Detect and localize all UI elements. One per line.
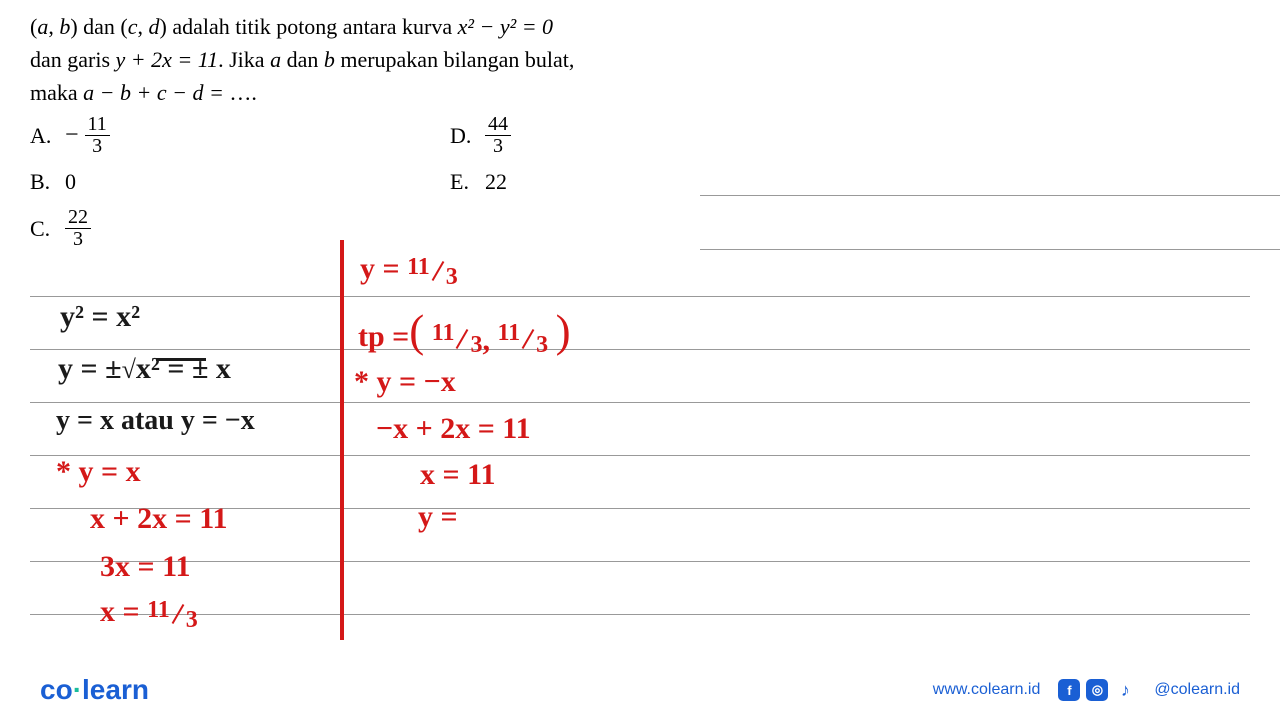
- social-icons: f ◎ ♪: [1058, 679, 1136, 701]
- work-right-5: x = 11: [420, 458, 495, 492]
- work-step-4: * y = x: [56, 455, 141, 489]
- footer-handle: @colearn.id: [1154, 681, 1240, 699]
- footer-url: www.colearn.id: [933, 681, 1041, 699]
- option-a: A. − 11 3: [30, 114, 450, 157]
- tiktok-icon: ♪: [1114, 679, 1136, 701]
- sqrt-bar: [156, 358, 206, 361]
- work-right-2: tp =( 113, 113 ): [358, 305, 571, 359]
- work-right-1: y = 113: [360, 252, 458, 291]
- fraction: 22 3: [65, 207, 91, 250]
- question-line-2: dan garis y + 2x = 11. Jika a dan b meru…: [30, 43, 1250, 76]
- option-b-label: B.: [30, 169, 65, 195]
- work-right-6: y =: [418, 500, 458, 534]
- question-line-1: (a, b) dan (c, d) adalah titik potong an…: [30, 10, 1250, 43]
- option-d-label: D.: [450, 123, 485, 149]
- work-step-1: y² = x²: [60, 300, 140, 334]
- option-a-label: A.: [30, 123, 65, 149]
- fraction: 11 3: [85, 114, 110, 157]
- work-right-4: −x + 2x = 11: [376, 412, 531, 446]
- footer: co·learn www.colearn.id f ◎ ♪ @colearn.i…: [0, 660, 1280, 720]
- option-c-label: C.: [30, 216, 65, 242]
- option-e-label: E.: [450, 169, 485, 195]
- option-d: D. 44 3: [450, 114, 750, 157]
- work-right-3: * y = −x: [354, 365, 456, 399]
- question-line-3: maka a − b + c − d = ….: [30, 76, 1250, 109]
- option-c: C. 22 3: [30, 207, 450, 250]
- work-step-6: 3x = 11: [100, 550, 190, 584]
- facebook-icon: f: [1058, 679, 1080, 701]
- work-step-3: y = x atau y = −x: [56, 405, 255, 437]
- brand-logo: co·learn: [40, 674, 149, 706]
- ruled-lines-right: [700, 195, 1280, 303]
- option-b: B. 0: [30, 161, 450, 203]
- fraction: 44 3: [485, 114, 511, 157]
- question-text: (a, b) dan (c, d) adalah titik potong an…: [0, 0, 1280, 109]
- instagram-icon: ◎: [1086, 679, 1108, 701]
- divider-line: [340, 240, 344, 640]
- work-step-7: x = 113: [100, 595, 198, 634]
- work-step-5: x + 2x = 11: [90, 502, 228, 536]
